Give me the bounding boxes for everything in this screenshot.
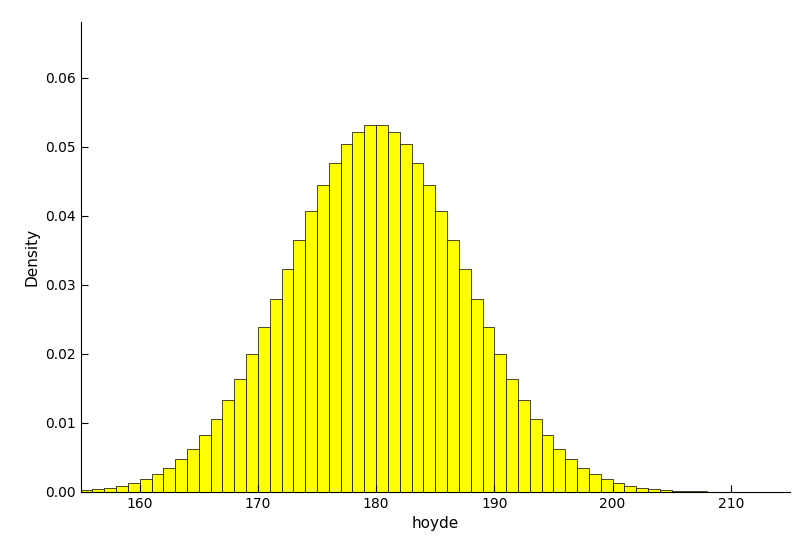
Bar xyxy=(270,299,281,492)
Bar xyxy=(222,400,235,492)
Bar xyxy=(164,468,175,492)
Bar xyxy=(152,475,164,492)
Bar xyxy=(235,378,246,492)
Bar xyxy=(317,185,329,492)
Bar xyxy=(128,483,139,492)
Bar xyxy=(329,163,341,492)
Bar xyxy=(364,125,376,492)
X-axis label: hoyde: hoyde xyxy=(412,517,459,532)
Bar xyxy=(388,132,400,492)
Bar xyxy=(518,400,530,492)
Bar xyxy=(565,459,577,492)
Bar xyxy=(636,488,648,492)
Bar xyxy=(494,354,506,492)
Bar xyxy=(187,448,199,492)
Bar xyxy=(199,435,210,492)
Bar xyxy=(577,468,589,492)
Bar xyxy=(660,490,671,492)
Bar xyxy=(683,491,696,492)
Bar xyxy=(459,269,471,492)
Bar xyxy=(281,269,293,492)
Bar xyxy=(506,378,518,492)
Bar xyxy=(175,459,187,492)
Bar xyxy=(93,489,104,492)
Bar xyxy=(376,125,388,492)
Bar xyxy=(625,486,636,492)
Bar xyxy=(139,480,152,492)
Bar xyxy=(341,144,352,492)
Bar xyxy=(600,480,613,492)
Bar xyxy=(471,299,483,492)
Bar xyxy=(246,354,258,492)
Bar xyxy=(104,488,116,492)
Bar xyxy=(542,435,554,492)
Bar xyxy=(613,483,625,492)
Bar xyxy=(423,185,435,492)
Bar xyxy=(293,240,305,492)
Bar xyxy=(435,211,447,492)
Bar xyxy=(258,327,270,492)
Bar xyxy=(81,490,93,492)
Bar xyxy=(648,489,660,492)
Bar xyxy=(400,144,412,492)
Bar xyxy=(412,163,423,492)
Bar xyxy=(210,419,222,492)
Bar xyxy=(352,132,364,492)
Bar xyxy=(483,327,494,492)
Bar xyxy=(116,486,128,492)
Bar xyxy=(447,240,459,492)
Bar xyxy=(671,491,683,492)
Y-axis label: Density: Density xyxy=(24,228,39,286)
Bar xyxy=(589,475,600,492)
Bar xyxy=(530,419,542,492)
Bar xyxy=(554,448,565,492)
Bar xyxy=(305,211,317,492)
